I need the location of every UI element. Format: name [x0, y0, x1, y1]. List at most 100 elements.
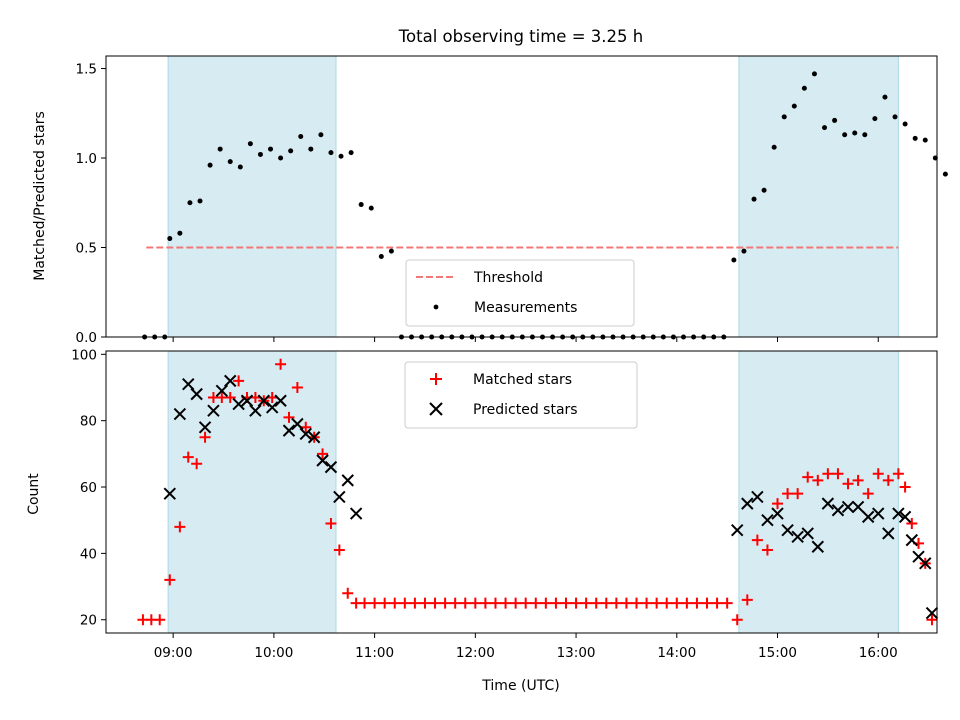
top-legend-box [405, 259, 635, 327]
measurement-point-23 [368, 205, 374, 211]
matched-star-point-11 [233, 375, 245, 387]
predicted-star-point-0 [163, 487, 177, 500]
predicted-star-point-36 [861, 510, 875, 524]
predicted-star-point-20 [333, 490, 346, 504]
matched-star-point-62 [721, 597, 733, 609]
predicted-star-point-22 [349, 507, 363, 520]
predicted-star-point-1 [173, 407, 187, 421]
x-axis-label: Time (UTC) [481, 678, 559, 694]
measurement-point-66 [801, 85, 807, 91]
predicted-star-point-16 [299, 427, 312, 441]
predicted-star-point-21 [341, 474, 354, 487]
predicted-star-point-9 [240, 394, 254, 407]
predicted-legend-swatch [429, 402, 443, 416]
matched-star-point-61 [711, 597, 723, 609]
matched-star-point-46 [560, 597, 572, 609]
x-tick-label-7: 16:00 [859, 645, 898, 661]
matched-star-point-28 [379, 597, 391, 609]
predicted-star-point-18 [316, 454, 329, 467]
matched-star-point-52 [620, 597, 632, 609]
matched-star-point-59 [691, 597, 703, 609]
measurement-point-13 [268, 146, 274, 152]
bottom-axes-frame [105, 350, 938, 634]
matched-star-point-49 [590, 597, 602, 609]
bottom-y-ticks: 20 40 60 80 100 [71, 347, 106, 629]
predicted-star-point-29 [791, 530, 804, 543]
x-tick-label-2: 11:00 [355, 645, 394, 661]
threshold-legend-label: Threshold [473, 270, 543, 286]
matched-star-point-24 [342, 587, 354, 599]
top-y-tick-label-1: 0.5 [76, 241, 97, 257]
top-y-axis-label: Matched/Predicted stars [32, 111, 48, 281]
matched-star-point-4 [174, 521, 186, 533]
measurement-point-21 [348, 150, 354, 156]
measurement-point-18 [318, 132, 324, 138]
measurement-point-61 [751, 196, 757, 202]
matched-star-point-70 [802, 471, 814, 483]
measurement-point-17 [308, 146, 314, 152]
bottom-y-tick-label-1: 40 [80, 546, 97, 562]
matched-star-point-45 [550, 597, 562, 609]
matched-star-point-57 [671, 597, 683, 609]
predicted-star-point-38 [882, 527, 895, 540]
bottom-y-tick-label-2: 60 [80, 480, 97, 496]
matched-star-point-29 [389, 597, 401, 609]
matched-star-point-30 [399, 597, 411, 609]
predicted-star-point-27 [771, 507, 784, 520]
predicted-star-point-40 [898, 510, 912, 524]
predicted-star-point-32 [821, 497, 835, 510]
predicted-star-point-37 [872, 507, 885, 520]
matched-star-point-73 [832, 468, 844, 480]
matched-star-point-55 [651, 597, 663, 609]
measurement-point-10 [237, 164, 243, 170]
matched-star-point-81 [906, 518, 918, 530]
measurement-point-15 [288, 148, 294, 154]
measurement-point-78 [922, 137, 928, 143]
top-axes-frame [105, 55, 938, 338]
count-panel: 20 40 60 80 100 09:00 10:00 11:00 12:00 13:00 14:… [26, 347, 939, 694]
measurement-point-77 [912, 135, 918, 141]
matched-star-point-33 [429, 597, 441, 609]
matched-star-point-54 [641, 597, 653, 609]
x-tick-label-6: 15:00 [758, 645, 797, 661]
matched-star-point-63 [731, 614, 743, 626]
measurement-point-74 [882, 94, 888, 100]
predicted-star-point-24 [741, 497, 754, 510]
matched-star-point-42 [520, 597, 532, 609]
measurement-point-16 [298, 134, 304, 140]
predicted-star-point-26 [761, 513, 774, 527]
matched-star-point-76 [862, 488, 874, 500]
matched-star-point-5 [182, 451, 194, 463]
matched-star-point-16 [275, 358, 287, 370]
matched-star-point-53 [630, 597, 642, 609]
matched-star-point-2 [154, 614, 166, 626]
matched-star-point-40 [500, 597, 512, 609]
matched-star-point-47 [570, 597, 582, 609]
predicted-star-point-13 [274, 394, 287, 407]
matched-star-point-65 [751, 534, 763, 546]
shaded-window-0 [168, 351, 336, 633]
measurement-point-4 [177, 230, 183, 236]
matched-star-point-75 [852, 474, 864, 486]
predicted-star-point-6 [215, 384, 229, 398]
measurement-point-14 [278, 155, 284, 161]
chart-title: Total observing time = 3.25 h [398, 27, 643, 46]
matched-star-point-72 [822, 468, 834, 480]
predicted-star-point-28 [781, 523, 794, 537]
bottom-y-tick-label-3: 80 [80, 414, 97, 430]
measurement-point-73 [872, 116, 878, 122]
measurement-point-70 [842, 132, 848, 138]
shaded-window-1 [738, 56, 899, 337]
measurements-legend-swatch [433, 304, 439, 310]
top-y-tick-label-3: 1.5 [76, 62, 97, 78]
predicted-star-point-31 [811, 540, 825, 553]
matched-star-point-79 [892, 468, 904, 480]
matched-star-point-18 [291, 381, 303, 393]
matched-star-point-7 [199, 431, 211, 443]
x-tick-label-3: 12:00 [456, 645, 495, 661]
measurement-point-62 [761, 187, 767, 193]
measurement-point-67 [811, 71, 817, 77]
matched-star-point-23 [333, 544, 345, 556]
measurement-point-63 [771, 144, 777, 150]
